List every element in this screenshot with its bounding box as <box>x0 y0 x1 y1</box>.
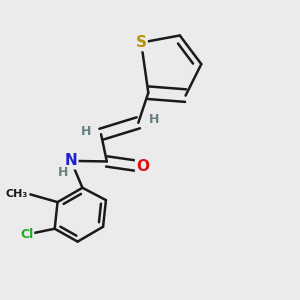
Text: CH₃: CH₃ <box>5 189 28 200</box>
Text: H: H <box>58 167 68 179</box>
Text: H: H <box>81 125 92 138</box>
Text: H: H <box>149 113 159 126</box>
Text: Cl: Cl <box>20 228 33 241</box>
Text: O: O <box>136 159 149 174</box>
Text: S: S <box>136 35 147 50</box>
Text: N: N <box>64 153 77 168</box>
